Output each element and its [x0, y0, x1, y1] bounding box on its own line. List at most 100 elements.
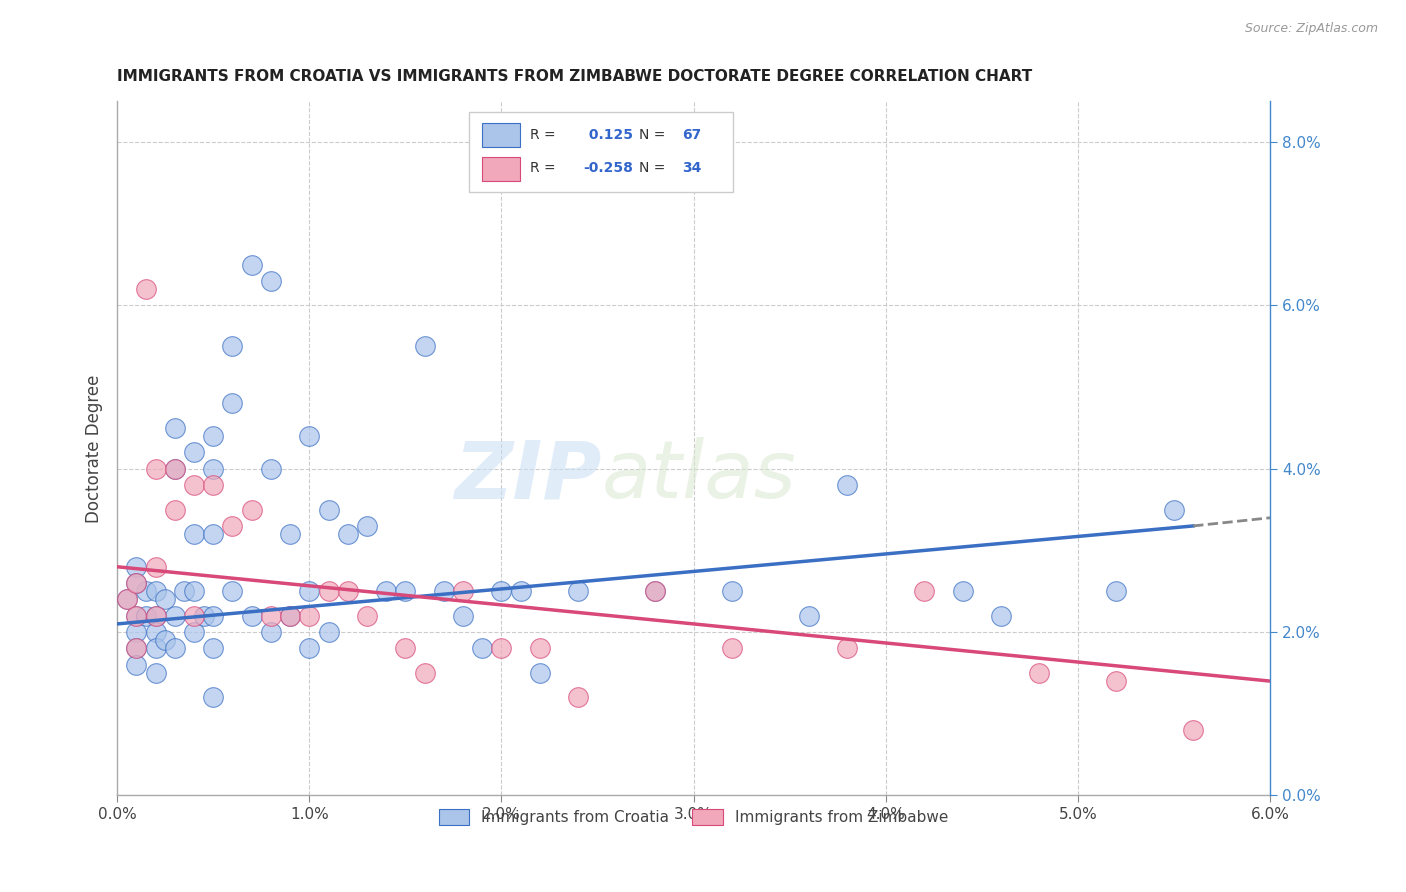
Point: [318, 625, 340, 640]
Point: [202, 641, 225, 656]
Point: [125, 576, 148, 591]
Point: [221, 584, 243, 599]
Point: [183, 445, 205, 459]
Point: [163, 608, 186, 623]
Point: [318, 502, 340, 516]
Point: [318, 584, 340, 599]
Text: atlas: atlas: [602, 437, 796, 516]
Point: [375, 584, 398, 599]
Point: [202, 462, 225, 476]
Point: [193, 608, 215, 623]
Point: [173, 584, 195, 599]
Point: [644, 584, 666, 599]
Point: [298, 584, 321, 599]
Point: [433, 584, 456, 599]
Point: [260, 274, 283, 288]
Point: [145, 462, 167, 476]
Point: [155, 633, 177, 648]
Point: [298, 429, 321, 443]
Point: [183, 608, 205, 623]
Point: [278, 608, 301, 623]
Point: [413, 339, 436, 353]
Point: [1028, 665, 1050, 680]
Point: [240, 608, 263, 623]
Point: [912, 584, 935, 599]
Point: [509, 584, 531, 599]
Point: [202, 608, 225, 623]
Point: [260, 608, 283, 623]
Point: [183, 625, 205, 640]
Point: [115, 592, 138, 607]
Point: [202, 527, 225, 541]
Point: [135, 584, 157, 599]
Point: [567, 584, 589, 599]
Point: [529, 665, 551, 680]
Point: [260, 462, 283, 476]
Point: [125, 641, 148, 656]
Point: [163, 502, 186, 516]
Point: [451, 584, 474, 599]
Y-axis label: Doctorate Degree: Doctorate Degree: [86, 374, 103, 523]
Point: [221, 519, 243, 533]
Point: [1105, 584, 1128, 599]
Point: [413, 665, 436, 680]
Point: [721, 584, 744, 599]
Point: [837, 478, 859, 492]
Point: [240, 258, 263, 272]
Point: [163, 641, 186, 656]
Point: [183, 584, 205, 599]
Point: [336, 584, 359, 599]
Point: [990, 608, 1012, 623]
Point: [145, 625, 167, 640]
Point: [298, 641, 321, 656]
Point: [135, 282, 157, 296]
Point: [356, 608, 378, 623]
Point: [145, 559, 167, 574]
Point: [145, 608, 167, 623]
Point: [278, 527, 301, 541]
Point: [115, 592, 138, 607]
Point: [1105, 674, 1128, 689]
Text: Source: ZipAtlas.com: Source: ZipAtlas.com: [1244, 22, 1378, 36]
Point: [260, 625, 283, 640]
Point: [837, 641, 859, 656]
Point: [491, 641, 513, 656]
Point: [183, 527, 205, 541]
Point: [797, 608, 820, 623]
Point: [202, 478, 225, 492]
Point: [471, 641, 494, 656]
Point: [155, 592, 177, 607]
Point: [135, 608, 157, 623]
Point: [125, 608, 148, 623]
Point: [1163, 502, 1185, 516]
Point: [221, 396, 243, 410]
Text: ZIP: ZIP: [454, 437, 602, 516]
Legend: Immigrants from Croatia, Immigrants from Zimbabwe: Immigrants from Croatia, Immigrants from…: [432, 802, 956, 833]
Point: [278, 608, 301, 623]
Point: [145, 641, 167, 656]
Point: [145, 665, 167, 680]
Point: [298, 608, 321, 623]
Point: [491, 584, 513, 599]
Point: [125, 657, 148, 672]
Point: [125, 559, 148, 574]
Point: [125, 576, 148, 591]
Point: [183, 478, 205, 492]
Point: [163, 462, 186, 476]
Point: [394, 641, 416, 656]
Point: [125, 608, 148, 623]
Point: [644, 584, 666, 599]
Point: [125, 641, 148, 656]
Point: [221, 339, 243, 353]
Point: [1182, 723, 1205, 737]
Point: [529, 641, 551, 656]
Point: [451, 608, 474, 623]
Point: [145, 584, 167, 599]
Point: [394, 584, 416, 599]
Point: [125, 625, 148, 640]
Point: [202, 429, 225, 443]
Text: IMMIGRANTS FROM CROATIA VS IMMIGRANTS FROM ZIMBABWE DOCTORATE DEGREE CORRELATION: IMMIGRANTS FROM CROATIA VS IMMIGRANTS FR…: [117, 69, 1032, 84]
Point: [356, 519, 378, 533]
Point: [240, 502, 263, 516]
Point: [721, 641, 744, 656]
